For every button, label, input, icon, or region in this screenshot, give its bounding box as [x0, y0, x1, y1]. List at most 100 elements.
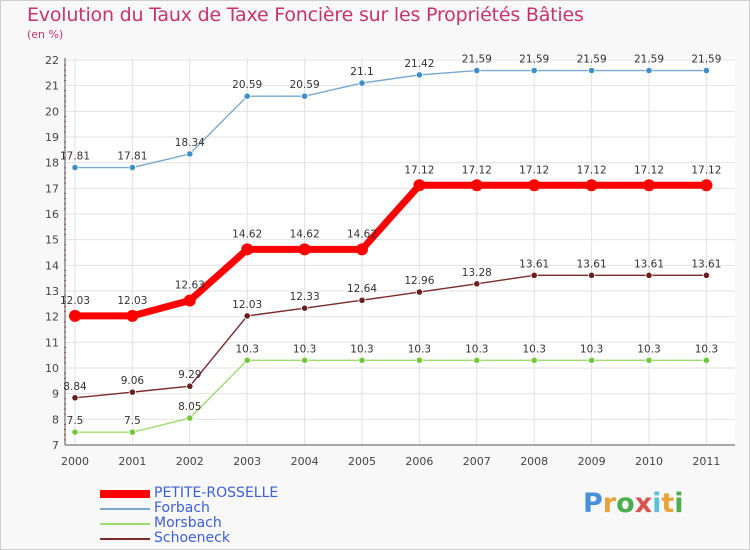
- data-point-morsbach: [645, 356, 653, 364]
- data-label-morsbach: 10.3: [236, 343, 259, 355]
- data-label-morsbach: 10.3: [293, 343, 316, 355]
- data-point-morsbach: [587, 356, 596, 364]
- data-label-petite-rosselle: 17.12: [462, 164, 492, 176]
- data-point-forbach: [71, 163, 79, 172]
- data-point-schoeneck: [415, 288, 423, 296]
- data-label-forbach: 17.81: [60, 151, 90, 163]
- data-label-morsbach: 10.3: [408, 343, 431, 355]
- data-label-forbach: 20.59: [232, 79, 262, 91]
- data-label-petite-rosselle: 12.63: [175, 279, 205, 291]
- data-label-morsbach: 10.3: [637, 343, 660, 355]
- data-label-morsbach: 10.3: [695, 343, 718, 355]
- data-label-schoeneck: 13.61: [691, 258, 721, 270]
- data-point-schoeneck: [587, 271, 596, 279]
- data-point-forbach: [358, 79, 366, 87]
- data-label-schoeneck: 12.03: [232, 299, 262, 311]
- y-tick-label: 19: [45, 131, 59, 144]
- logo-letter: t: [661, 488, 675, 519]
- data-point-schoeneck: [530, 271, 538, 279]
- data-label-forbach: 21.59: [462, 54, 492, 66]
- y-tick-label: 17: [45, 182, 59, 195]
- data-label-schoeneck: 13.61: [634, 258, 664, 270]
- logo-letter: i: [674, 488, 684, 519]
- legend-swatch: [100, 490, 150, 498]
- y-tick-label: 9: [52, 388, 59, 401]
- y-tick-label: 14: [45, 259, 59, 272]
- data-point-petite-rosselle: [241, 243, 254, 256]
- data-point-morsbach: [415, 356, 423, 364]
- data-point-petite-rosselle: [413, 179, 426, 192]
- data-point-petite-rosselle: [69, 309, 81, 322]
- data-label-morsbach: 10.3: [350, 343, 373, 355]
- logo-letter: i: [652, 488, 662, 519]
- series-line-petite-rosselle: [75, 181, 707, 320]
- data-point-morsbach: [473, 356, 481, 364]
- data-label-forbach: 21.59: [691, 54, 721, 66]
- x-tick-label: 2003: [233, 455, 261, 468]
- x-tick-label: 2001: [118, 455, 146, 468]
- data-label-morsbach: 10.3: [580, 343, 603, 355]
- data-point-morsbach: [243, 356, 251, 364]
- data-point-forbach: [473, 66, 481, 75]
- data-label-schoeneck: 12.96: [404, 275, 434, 287]
- data-point-schoeneck: [186, 382, 194, 390]
- x-tick-label: 2004: [291, 455, 319, 468]
- data-point-petite-rosselle: [126, 309, 139, 322]
- series-line-morsbach: [75, 359, 707, 433]
- legend-swatch: [100, 508, 150, 510]
- y-tick-label: 10: [45, 362, 59, 375]
- legend-swatch: [100, 538, 150, 540]
- series-line-schoeneck: [74, 274, 707, 399]
- data-point-petite-rosselle: [643, 179, 655, 192]
- data-label-petite-rosselle: 14.62: [347, 228, 377, 240]
- legend-label: PETITE-ROSSELLE: [154, 485, 279, 501]
- proxiti-logo: Proxiti: [583, 488, 684, 519]
- data-point-forbach: [530, 66, 538, 75]
- data-point-schoeneck: [702, 271, 711, 279]
- data-point-schoeneck: [300, 304, 309, 312]
- logo-letter: x: [634, 488, 653, 519]
- data-point-morsbach: [358, 356, 366, 364]
- y-tick-label: 16: [45, 208, 59, 221]
- logo-letter: r: [602, 488, 617, 519]
- data-label-petite-rosselle: 14.62: [232, 228, 262, 240]
- data-label-schoeneck: 13.61: [519, 258, 549, 270]
- data-label-forbach: 21.42: [404, 58, 434, 70]
- data-point-petite-rosselle: [585, 179, 598, 192]
- data-label-schoeneck: 8.84: [63, 381, 87, 393]
- data-point-morsbach: [71, 428, 79, 436]
- data-label-forbach: 21.1: [350, 66, 373, 78]
- x-tick-label: 2009: [578, 455, 606, 468]
- data-point-forbach: [702, 66, 711, 75]
- y-tick-label: 7: [52, 439, 59, 452]
- logo-letter: P: [583, 488, 603, 519]
- legend-label: Forbach: [154, 500, 210, 516]
- y-tick-label: 15: [45, 234, 59, 247]
- data-point-forbach: [300, 92, 309, 100]
- data-point-petite-rosselle: [183, 294, 196, 307]
- data-point-forbach: [243, 92, 251, 100]
- data-label-morsbach: 7.5: [67, 415, 84, 427]
- data-label-schoeneck: 12.64: [347, 283, 377, 295]
- data-point-petite-rosselle: [700, 179, 713, 192]
- x-tick-label: 2011: [692, 455, 720, 468]
- x-tick-label: 2002: [176, 455, 204, 468]
- y-tick-label: 11: [45, 336, 59, 349]
- data-point-morsbach: [128, 428, 136, 436]
- y-tick-label: 8: [52, 413, 59, 426]
- x-tick-label: 2000: [61, 455, 89, 468]
- data-point-schoeneck: [358, 296, 366, 304]
- y-tick-label: 12: [45, 311, 59, 324]
- data-point-schoeneck: [71, 394, 79, 402]
- data-point-petite-rosselle: [298, 243, 311, 256]
- data-label-schoeneck: 13.61: [577, 258, 607, 270]
- data-label-petite-rosselle: 12.03: [117, 295, 147, 307]
- x-tick-label: 2005: [348, 455, 376, 468]
- data-label-morsbach: 10.3: [523, 343, 546, 355]
- y-tick-label: 18: [45, 157, 59, 170]
- data-label-forbach: 21.59: [634, 54, 664, 66]
- data-label-petite-rosselle: 14.62: [290, 228, 320, 240]
- y-tick-label: 20: [45, 105, 59, 118]
- data-point-petite-rosselle: [470, 179, 483, 192]
